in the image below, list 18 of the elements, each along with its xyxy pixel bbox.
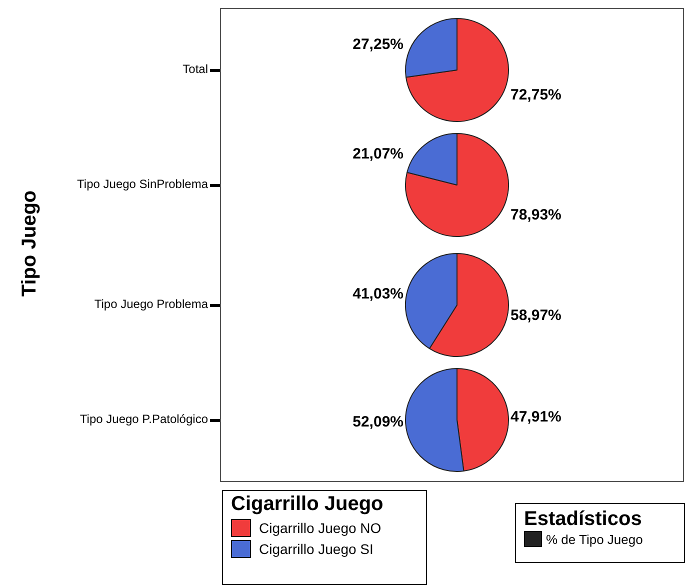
legend-title: Cigarrillo Juego	[231, 493, 384, 516]
data-label: 47,91%	[510, 408, 562, 426]
data-label: 41,03%	[352, 285, 404, 302]
text: Tipo Juego P.Patológico	[80, 412, 208, 426]
data-label: 52,09%	[352, 414, 404, 431]
text: % de Tipo Juego	[546, 532, 643, 546]
data-label: 58,97%	[510, 306, 562, 324]
text: Estadísticos	[524, 508, 643, 531]
data-label: 21,07%	[352, 146, 404, 163]
legend-label: Cigarrillo Juego SI	[259, 541, 374, 557]
text: Total	[182, 62, 208, 76]
legend-label: Cigarrillo Juego NO	[259, 520, 382, 536]
data-label: 78,93%	[510, 206, 562, 224]
text: Tipo Juego	[18, 189, 42, 299]
text: Tipo Juego SinProblema	[77, 177, 208, 191]
data-label: 72,75%	[510, 86, 562, 104]
data-label: 27,25%	[352, 36, 404, 53]
text: Tipo Juego Problema	[94, 297, 208, 311]
